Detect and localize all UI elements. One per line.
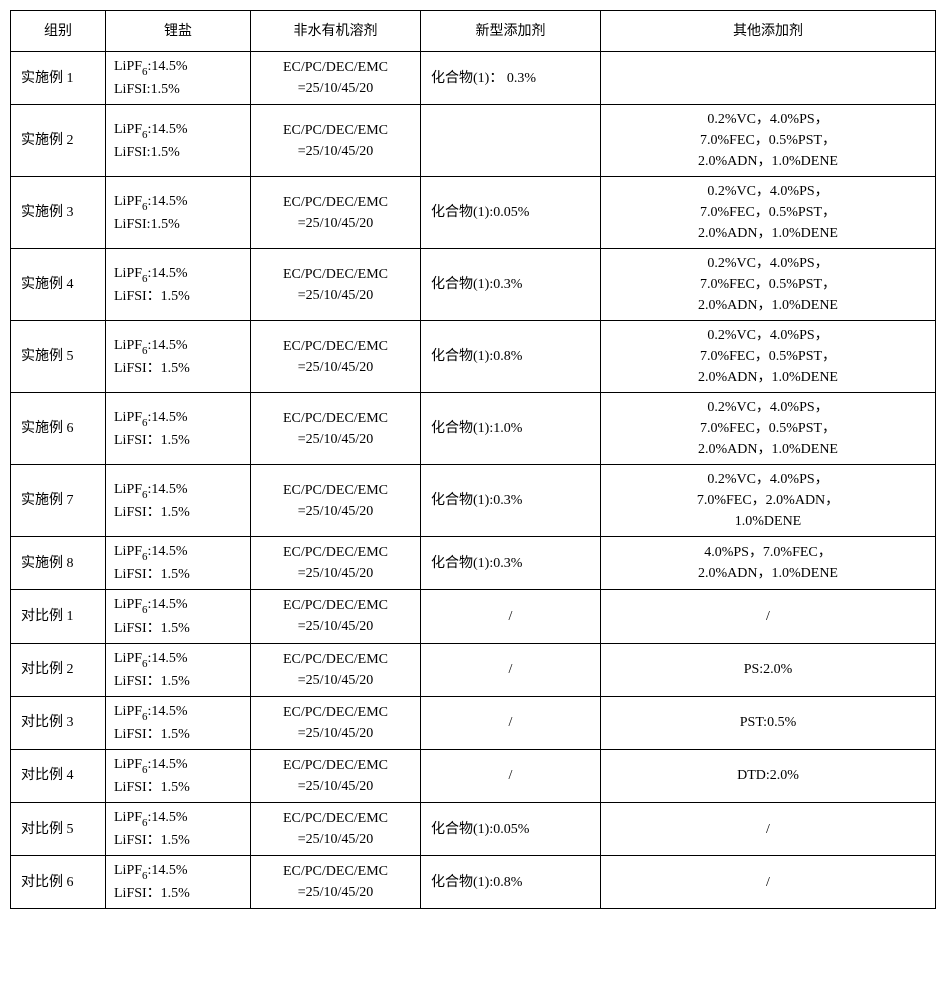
- cell-lithium-salt: LiPF6:14.5%LiFSI：1.5%: [106, 749, 251, 802]
- cell-new-additive: [421, 105, 601, 177]
- cell-group: 对比例 4: [11, 749, 106, 802]
- cell-group: 对比例 3: [11, 696, 106, 749]
- cell-group: 实施例 1: [11, 52, 106, 105]
- cell-new-additive: 化合物(1):0.05%: [421, 177, 601, 249]
- table-row: 对比例 4LiPF6:14.5%LiFSI：1.5%EC/PC/DEC/EMC=…: [11, 749, 936, 802]
- cell-solvent: EC/PC/DEC/EMC=25/10/45/20: [251, 590, 421, 643]
- electrolyte-table: 组别 锂盐 非水有机溶剂 新型添加剂 其他添加剂 实施例 1LiPF6:14.5…: [10, 10, 936, 909]
- table-row: 对比例 1LiPF6:14.5%LiFSI：1.5%EC/PC/DEC/EMC=…: [11, 590, 936, 643]
- cell-solvent: EC/PC/DEC/EMC=25/10/45/20: [251, 643, 421, 696]
- cell-group: 实施例 6: [11, 393, 106, 465]
- cell-lithium-salt: LiPF6:14.5%LiFSI：1.5%: [106, 537, 251, 590]
- table-row: 实施例 8LiPF6:14.5%LiFSI：1.5%EC/PC/DEC/EMC=…: [11, 537, 936, 590]
- cell-group: 实施例 7: [11, 465, 106, 537]
- table-row: 实施例 4LiPF6:14.5%LiFSI：1.5%EC/PC/DEC/EMC=…: [11, 249, 936, 321]
- table-row: 对比例 2LiPF6:14.5%LiFSI：1.5%EC/PC/DEC/EMC=…: [11, 643, 936, 696]
- cell-group: 实施例 2: [11, 105, 106, 177]
- cell-other-additive: 0.2%VC，4.0%PS，7.0%FEC，0.5%PST，2.0%ADN，1.…: [601, 321, 936, 393]
- col-group: 组别: [11, 11, 106, 52]
- cell-solvent: EC/PC/DEC/EMC=25/10/45/20: [251, 52, 421, 105]
- col-other-add: 其他添加剂: [601, 11, 936, 52]
- cell-other-additive: /: [601, 856, 936, 909]
- cell-lithium-salt: LiPF6:14.5%LiFSI：1.5%: [106, 249, 251, 321]
- cell-group: 对比例 5: [11, 803, 106, 856]
- cell-solvent: EC/PC/DEC/EMC=25/10/45/20: [251, 537, 421, 590]
- cell-new-additive: 化合物(1):0.3%: [421, 537, 601, 590]
- cell-solvent: EC/PC/DEC/EMC=25/10/45/20: [251, 105, 421, 177]
- cell-lithium-salt: LiPF6:14.5%LiFSI:1.5%: [106, 105, 251, 177]
- cell-group: 对比例 6: [11, 856, 106, 909]
- cell-lithium-salt: LiPF6:14.5%LiFSI：1.5%: [106, 590, 251, 643]
- cell-new-additive: 化合物(1):0.3%: [421, 249, 601, 321]
- cell-solvent: EC/PC/DEC/EMC=25/10/45/20: [251, 749, 421, 802]
- cell-new-additive: 化合物(1):0.3%: [421, 465, 601, 537]
- cell-new-additive: 化合物(1):0.8%: [421, 856, 601, 909]
- cell-group: 实施例 4: [11, 249, 106, 321]
- cell-solvent: EC/PC/DEC/EMC=25/10/45/20: [251, 803, 421, 856]
- cell-group: 实施例 5: [11, 321, 106, 393]
- cell-lithium-salt: LiPF6:14.5%LiFSI：1.5%: [106, 321, 251, 393]
- table-row: 对比例 3LiPF6:14.5%LiFSI：1.5%EC/PC/DEC/EMC=…: [11, 696, 936, 749]
- col-solvent: 非水有机溶剂: [251, 11, 421, 52]
- cell-other-additive: 0.2%VC，4.0%PS，7.0%FEC，0.5%PST，2.0%ADN，1.…: [601, 105, 936, 177]
- cell-lithium-salt: LiPF6:14.5%LiFSI：1.5%: [106, 465, 251, 537]
- cell-group: 对比例 2: [11, 643, 106, 696]
- cell-new-additive: /: [421, 643, 601, 696]
- cell-other-additive: /: [601, 803, 936, 856]
- cell-group: 实施例 8: [11, 537, 106, 590]
- cell-solvent: EC/PC/DEC/EMC=25/10/45/20: [251, 321, 421, 393]
- cell-lithium-salt: LiPF6:14.5%LiFSI：1.5%: [106, 803, 251, 856]
- table-row: 实施例 1LiPF6:14.5%LiFSI:1.5%EC/PC/DEC/EMC=…: [11, 52, 936, 105]
- table-row: 实施例 5LiPF6:14.5%LiFSI：1.5%EC/PC/DEC/EMC=…: [11, 321, 936, 393]
- cell-other-additive: [601, 52, 936, 105]
- cell-lithium-salt: LiPF6:14.5%LiFSI：1.5%: [106, 393, 251, 465]
- cell-other-additive: 0.2%VC，4.0%PS，7.0%FEC，2.0%ADN，1.0%DENE: [601, 465, 936, 537]
- cell-solvent: EC/PC/DEC/EMC=25/10/45/20: [251, 696, 421, 749]
- cell-other-additive: 0.2%VC，4.0%PS，7.0%FEC，0.5%PST，2.0%ADN，1.…: [601, 249, 936, 321]
- cell-other-additive: PST:0.5%: [601, 696, 936, 749]
- col-new-add: 新型添加剂: [421, 11, 601, 52]
- cell-new-additive: 化合物(1):0.05%: [421, 803, 601, 856]
- cell-new-additive: 化合物(1):1.0%: [421, 393, 601, 465]
- cell-other-additive: /: [601, 590, 936, 643]
- cell-new-additive: 化合物(1):0.8%: [421, 321, 601, 393]
- cell-lithium-salt: LiPF6:14.5%LiFSI：1.5%: [106, 856, 251, 909]
- cell-solvent: EC/PC/DEC/EMC=25/10/45/20: [251, 856, 421, 909]
- table-row: 对比例 6LiPF6:14.5%LiFSI：1.5%EC/PC/DEC/EMC=…: [11, 856, 936, 909]
- cell-lithium-salt: LiPF6:14.5%LiFSI：1.5%: [106, 643, 251, 696]
- cell-other-additive: DTD:2.0%: [601, 749, 936, 802]
- cell-group: 对比例 1: [11, 590, 106, 643]
- cell-new-additive: /: [421, 696, 601, 749]
- cell-other-additive: PS:2.0%: [601, 643, 936, 696]
- cell-group: 实施例 3: [11, 177, 106, 249]
- cell-other-additive: 0.2%VC，4.0%PS，7.0%FEC，0.5%PST，2.0%ADN，1.…: [601, 177, 936, 249]
- col-lithium: 锂盐: [106, 11, 251, 52]
- cell-lithium-salt: LiPF6:14.5%LiFSI:1.5%: [106, 177, 251, 249]
- table-row: 实施例 3LiPF6:14.5%LiFSI:1.5%EC/PC/DEC/EMC=…: [11, 177, 936, 249]
- table-row: 对比例 5LiPF6:14.5%LiFSI：1.5%EC/PC/DEC/EMC=…: [11, 803, 936, 856]
- table-row: 实施例 2LiPF6:14.5%LiFSI:1.5%EC/PC/DEC/EMC=…: [11, 105, 936, 177]
- table-row: 实施例 6LiPF6:14.5%LiFSI：1.5%EC/PC/DEC/EMC=…: [11, 393, 936, 465]
- cell-solvent: EC/PC/DEC/EMC=25/10/45/20: [251, 465, 421, 537]
- table-row: 实施例 7LiPF6:14.5%LiFSI：1.5%EC/PC/DEC/EMC=…: [11, 465, 936, 537]
- cell-other-additive: 0.2%VC，4.0%PS，7.0%FEC，0.5%PST，2.0%ADN，1.…: [601, 393, 936, 465]
- cell-lithium-salt: LiPF6:14.5%LiFSI：1.5%: [106, 696, 251, 749]
- cell-solvent: EC/PC/DEC/EMC=25/10/45/20: [251, 177, 421, 249]
- cell-new-additive: /: [421, 590, 601, 643]
- cell-other-additive: 4.0%PS，7.0%FEC，2.0%ADN，1.0%DENE: [601, 537, 936, 590]
- cell-new-additive: 化合物(1)： 0.3%: [421, 52, 601, 105]
- cell-solvent: EC/PC/DEC/EMC=25/10/45/20: [251, 249, 421, 321]
- cell-solvent: EC/PC/DEC/EMC=25/10/45/20: [251, 393, 421, 465]
- cell-new-additive: /: [421, 749, 601, 802]
- cell-lithium-salt: LiPF6:14.5%LiFSI:1.5%: [106, 52, 251, 105]
- table-header-row: 组别 锂盐 非水有机溶剂 新型添加剂 其他添加剂: [11, 11, 936, 52]
